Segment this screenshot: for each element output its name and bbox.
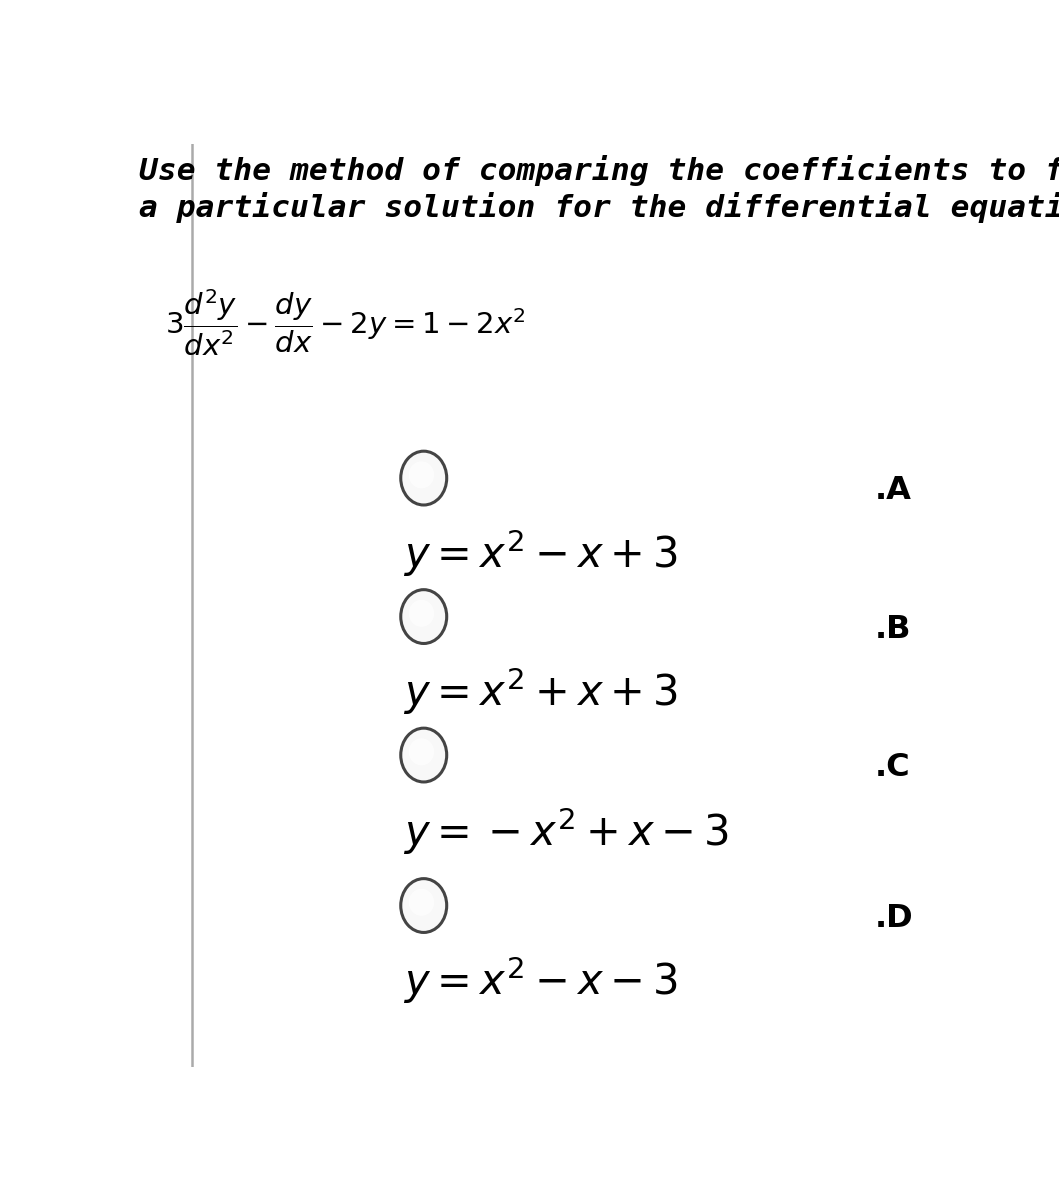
Text: $3\dfrac{d^2y}{dx^2} - \dfrac{dy}{dx} -2y=1-2x^2$: $3\dfrac{d^2y}{dx^2} - \dfrac{dy}{dx} -2… (165, 287, 525, 357)
Ellipse shape (400, 590, 447, 644)
Ellipse shape (400, 728, 447, 782)
Text: a particular solution for the differential equation:: a particular solution for the differenti… (139, 192, 1059, 223)
Ellipse shape (409, 462, 434, 488)
Text: .C: .C (875, 752, 911, 783)
Ellipse shape (400, 451, 447, 505)
Text: .B: .B (875, 614, 912, 645)
Text: $y = x^2 + x + 3$: $y = x^2 + x + 3$ (403, 665, 678, 717)
Text: $y = x^2 - x + 3$: $y = x^2 - x + 3$ (403, 528, 678, 579)
Ellipse shape (409, 600, 434, 627)
Text: .D: .D (875, 903, 914, 934)
Ellipse shape (400, 879, 447, 933)
Text: .A: .A (875, 475, 912, 506)
Ellipse shape (409, 888, 434, 916)
Text: $y = x^2 - x - 3$: $y = x^2 - x - 3$ (403, 954, 678, 1006)
Text: $y = -x^2 + x - 3$: $y = -x^2 + x - 3$ (403, 806, 730, 857)
Text: Use the method of comparing the coefficients to find: Use the method of comparing the coeffici… (139, 155, 1059, 186)
Ellipse shape (409, 739, 434, 765)
